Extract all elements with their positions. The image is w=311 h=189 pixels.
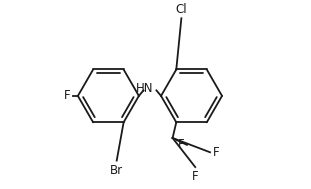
Text: Cl: Cl: [175, 3, 187, 16]
Text: Br: Br: [110, 164, 123, 177]
Text: F: F: [213, 146, 220, 159]
Text: F: F: [192, 170, 198, 183]
Text: F: F: [64, 89, 71, 102]
Text: F: F: [178, 138, 184, 151]
Text: HN: HN: [136, 82, 154, 95]
